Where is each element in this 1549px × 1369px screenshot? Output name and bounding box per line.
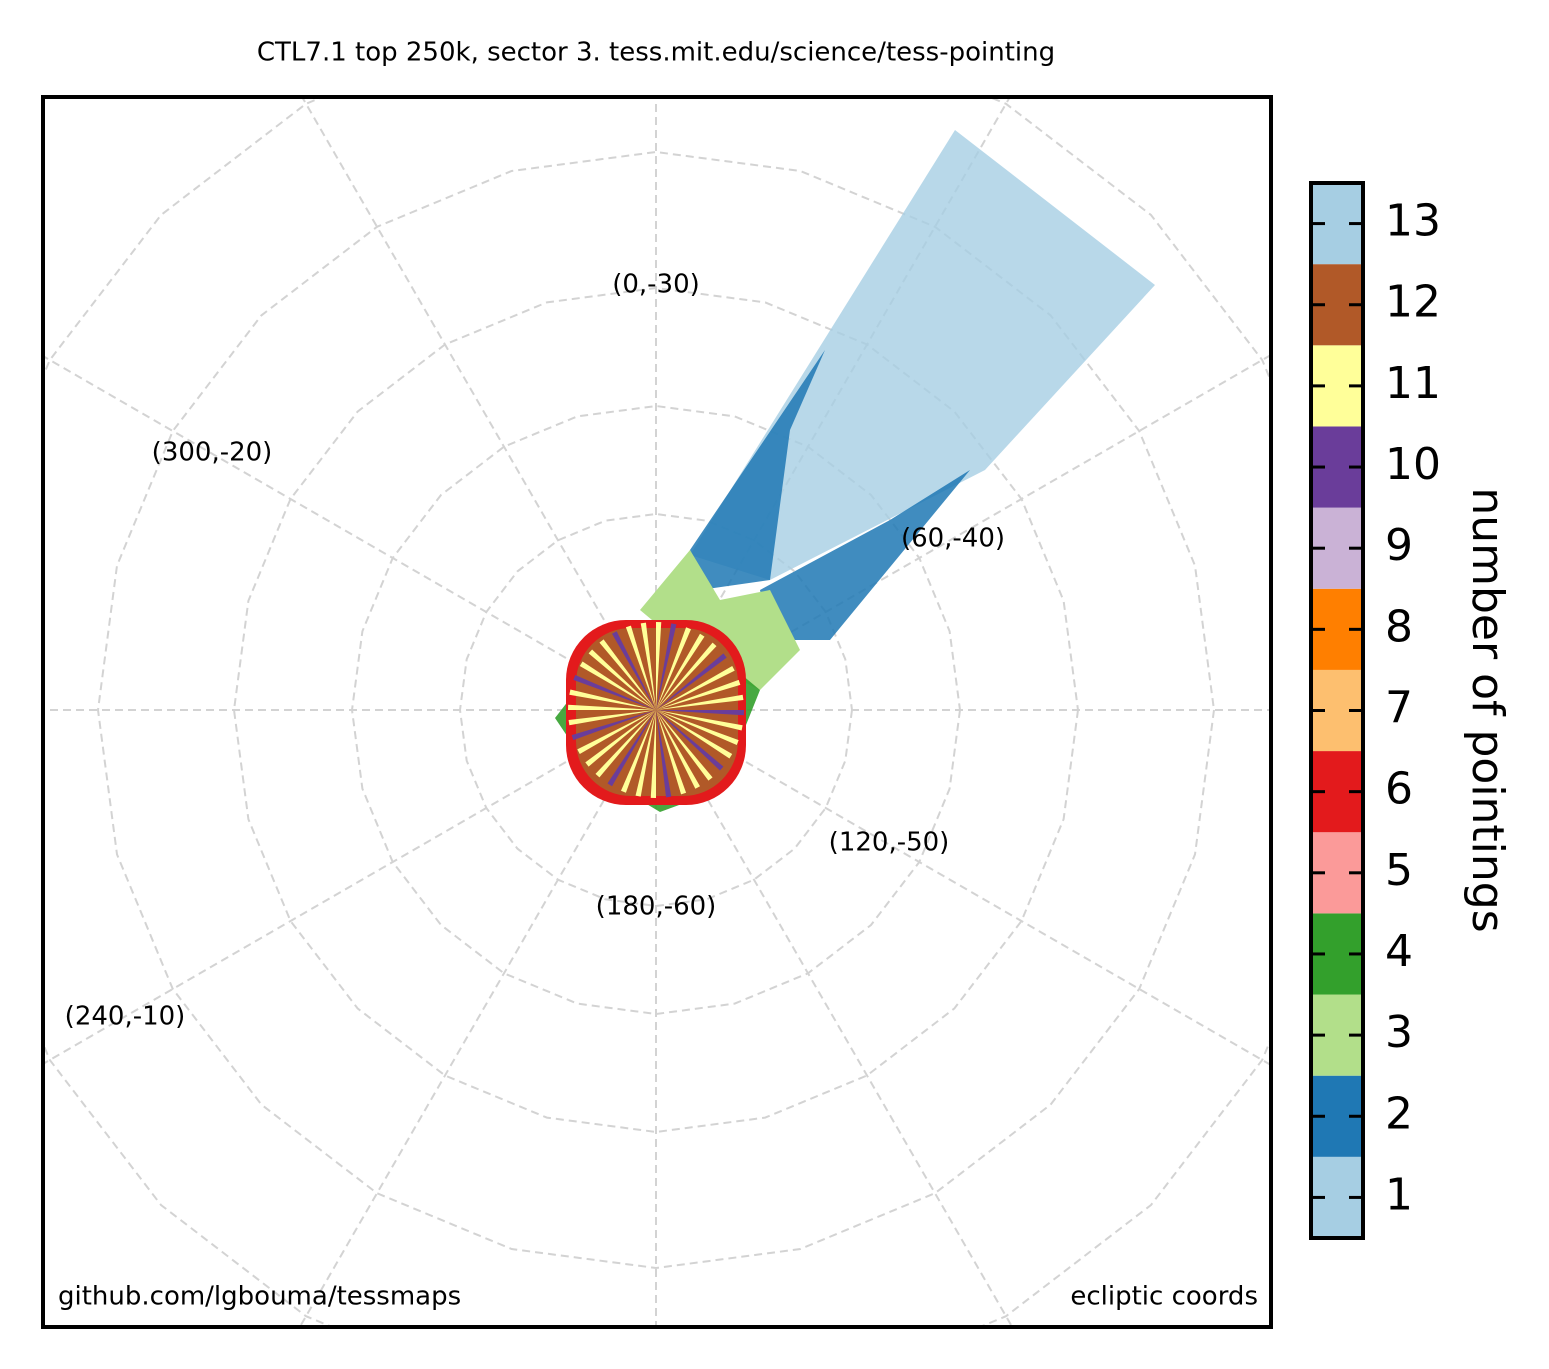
colorbar-label: number of pointings	[1462, 487, 1513, 932]
colorbar-tick-label: 10	[1385, 439, 1441, 490]
colorbar-tick-label: 4	[1385, 926, 1413, 977]
spoke	[656, 679, 741, 710]
spoke	[588, 649, 656, 710]
colorbar-tick-label: 13	[1385, 196, 1441, 247]
grid-radial	[300, 97, 657, 711]
spoke	[656, 653, 727, 710]
spoke	[568, 710, 656, 726]
grid-label: (300,-20)	[152, 438, 273, 468]
grid-radial	[43, 709, 657, 1066]
colorbar-tick-label: 9	[1385, 520, 1413, 571]
spoke	[625, 625, 656, 710]
chart-title: CTL7.1 top 250k, sector 3. tess.mit.edu/…	[257, 38, 1055, 68]
spoke	[656, 694, 744, 710]
colorbar-tick-label: 8	[1385, 601, 1413, 652]
plot-frame	[41, 95, 1273, 1329]
coverage-1	[690, 130, 1155, 580]
annotation: github.com/lgbouma/tessmaps	[58, 1282, 461, 1312]
grid-radial	[655, 353, 1271, 711]
colorbar-tick-label: 2	[1385, 1088, 1413, 1139]
spoke	[656, 710, 724, 771]
spoke	[579, 661, 656, 710]
spoke	[607, 710, 656, 787]
colorbar-tick-label: 12	[1385, 277, 1441, 328]
coverage-11	[568, 622, 744, 798]
colorbar-tick-label: 5	[1385, 845, 1413, 896]
colorbar-tick-label: 11	[1385, 358, 1441, 409]
colorbar-frame	[1309, 181, 1365, 1240]
colorbar-tick-label: 7	[1385, 683, 1413, 734]
spoke	[656, 710, 713, 781]
spoke	[595, 710, 656, 778]
grid-label: (120,-50)	[829, 828, 950, 858]
grid-radial	[655, 709, 1271, 1067]
grid-label: (180,-60)	[596, 892, 717, 922]
grid-label: (60,-40)	[901, 524, 1005, 554]
spoke	[656, 710, 744, 716]
spoke	[571, 710, 656, 741]
grid-circle	[43, 97, 1271, 1327]
grid-radial	[43, 354, 657, 711]
spoke	[656, 710, 687, 795]
spoke	[650, 710, 656, 798]
spoke	[656, 627, 692, 710]
spoke	[656, 642, 717, 710]
spoke	[577, 710, 656, 754]
spoke	[656, 710, 743, 731]
spoke	[656, 633, 705, 710]
annotation: ecliptic coords	[1070, 1282, 1258, 1312]
spoke	[656, 710, 700, 789]
spoke	[569, 689, 656, 710]
spoke	[573, 674, 656, 710]
grid-label: (240,-10)	[65, 1002, 186, 1032]
spoke	[656, 622, 662, 710]
colorbar-tick-label: 3	[1385, 1007, 1413, 1058]
sky-coverage	[555, 130, 1155, 812]
spoke	[599, 639, 656, 710]
spoke	[656, 710, 733, 759]
spoke	[656, 710, 739, 746]
spoke	[640, 622, 656, 710]
colorbar-tick-label: 6	[1385, 764, 1413, 815]
grid-label: (0,-30)	[612, 270, 700, 300]
coverage-3	[640, 550, 800, 690]
spoke	[656, 666, 735, 710]
spoke	[635, 710, 656, 797]
colorbar-tick-label: 1	[1385, 1169, 1413, 1220]
spoke	[585, 710, 656, 767]
coverage-2b	[760, 470, 970, 640]
spoke	[656, 623, 677, 710]
spoke	[620, 710, 656, 793]
spoke	[568, 704, 656, 710]
coverage-2	[690, 350, 825, 590]
spoke	[656, 710, 672, 798]
spoke	[612, 631, 656, 710]
grid-radial	[655, 709, 1014, 1327]
grid-radial	[298, 709, 657, 1327]
